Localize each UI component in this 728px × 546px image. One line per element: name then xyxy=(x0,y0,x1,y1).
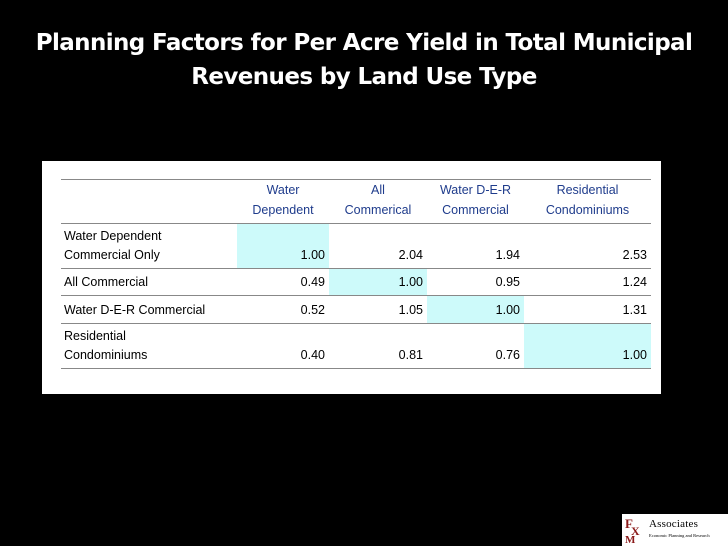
table-cell: 0.95 xyxy=(427,268,524,296)
table-cell: 1.94 xyxy=(427,223,524,269)
svg-text:M: M xyxy=(625,534,636,544)
table-cell: 1.31 xyxy=(524,295,651,324)
row-label: Water Dependent Commercial Only xyxy=(61,223,237,269)
column-header-line: Commerical xyxy=(344,203,412,217)
table-cell: 1.00 xyxy=(427,295,524,324)
column-header-line: Commercial xyxy=(442,203,509,217)
slide-title-line-2: Revenues by Land Use Type xyxy=(191,64,537,90)
row-label-line: Commercial Only xyxy=(64,248,160,262)
row-label-line: Water Dependent xyxy=(64,229,162,243)
row-label: All Commercial xyxy=(61,268,237,296)
planning-factors-table: Water Dependent All Commerical Water D-E… xyxy=(61,179,651,369)
logo-subtitle: Economic Planning and Research xyxy=(649,533,710,538)
table-cell: 0.40 xyxy=(237,323,329,369)
column-header-line: Dependent xyxy=(252,203,314,217)
table-cell: 0.49 xyxy=(237,268,329,296)
logo-wordmark: Associates xyxy=(649,518,699,530)
fxm-associates-logo: F X M Associates Economic Planning and R… xyxy=(622,514,728,546)
column-header-water-der-commercial: Water D-E-R Commercial xyxy=(427,179,524,224)
row-label-line: Condominiums xyxy=(64,348,148,362)
svg-text:F: F xyxy=(625,516,633,531)
table-row-water-dependent: Water Dependent Commercial Only 1.00 2.0… xyxy=(61,223,651,269)
fxm-logo-mark-icon: F X M xyxy=(625,516,640,544)
table-cell: 0.52 xyxy=(237,295,329,324)
table-cell: 1.24 xyxy=(524,268,651,296)
table-cell: 1.00 xyxy=(237,223,329,269)
table-cell: 1.00 xyxy=(329,268,427,296)
column-header-line: Water xyxy=(266,183,300,197)
table-row-water-der-commercial: Water D-E-R Commercial 0.52 1.05 1.00 1.… xyxy=(61,295,651,324)
slide-title: Planning Factors for Per Acre Yield in T… xyxy=(0,26,728,94)
row-label: Residential Condominiums xyxy=(61,323,237,369)
row-label: Water D-E-R Commercial xyxy=(61,295,237,324)
table-row-all-commercial: All Commercial 0.49 1.00 0.95 1.24 xyxy=(61,268,651,296)
column-header-all-commercial: All Commerical xyxy=(329,179,427,224)
column-header-line: All xyxy=(371,183,385,197)
table-cell: 1.05 xyxy=(329,295,427,324)
header-corner-cell xyxy=(61,179,237,224)
svg-text:X: X xyxy=(631,524,640,538)
column-header-line: Condominiums xyxy=(545,203,630,217)
table-cell: 0.81 xyxy=(329,323,427,369)
table-header-row: Water Dependent All Commerical Water D-E… xyxy=(61,179,651,224)
column-header-water-dependent: Water Dependent xyxy=(237,179,329,224)
slide-title-line-1: Planning Factors for Per Acre Yield in T… xyxy=(35,30,693,56)
column-header-line: Water D-E-R xyxy=(439,183,512,197)
table-panel: Water Dependent All Commerical Water D-E… xyxy=(42,161,661,394)
row-label-line: Residential xyxy=(64,329,126,343)
column-header-residential-condominiums: Residential Condominiums xyxy=(524,179,651,224)
table-cell: 1.00 xyxy=(524,323,651,369)
table-cell: 2.53 xyxy=(524,223,651,269)
table-row-residential-condominiums: Residential Condominiums 0.40 0.81 0.76 … xyxy=(61,323,651,369)
table-cell: 2.04 xyxy=(329,223,427,269)
table-cell: 0.76 xyxy=(427,323,524,369)
column-header-line: Residential xyxy=(556,183,619,197)
